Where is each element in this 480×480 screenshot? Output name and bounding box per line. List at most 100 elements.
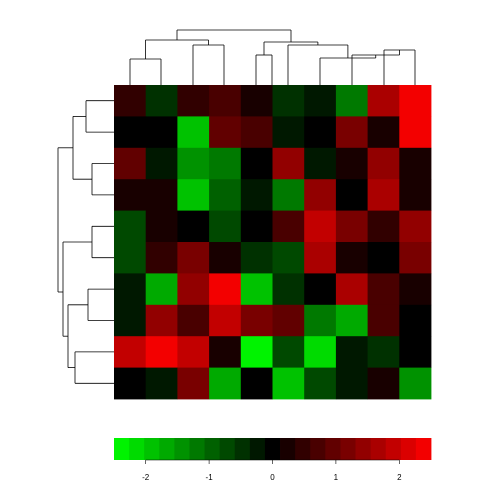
color-key-tick-label: -2 <box>142 473 150 480</box>
heatmap-cell <box>399 242 432 274</box>
color-key-tick-label: -1 <box>206 473 214 480</box>
heatmap-cell <box>367 367 400 400</box>
heatmap-cell <box>177 273 210 306</box>
color-key-swatch <box>355 438 372 460</box>
heatmap-cell <box>145 179 178 211</box>
color-key-swatch <box>234 438 251 460</box>
heatmap-cell <box>335 116 368 149</box>
heatmap-cell <box>114 273 147 306</box>
heatmap-cell <box>399 367 432 400</box>
heatmap-cell <box>335 210 368 243</box>
color-key-swatch <box>114 438 130 460</box>
heatmap-cell <box>209 242 242 274</box>
heatmap-cell <box>272 242 305 274</box>
heatmap-cell <box>209 179 242 211</box>
heatmap-cell <box>399 85 432 117</box>
color-key-swatch <box>219 438 236 460</box>
heatmap-cell <box>114 304 147 337</box>
heatmap-cell <box>114 116 147 149</box>
heatmap-cell <box>240 304 273 337</box>
heatmap-cell <box>114 367 147 400</box>
heatmap-cell <box>240 336 273 368</box>
heatmap-grid <box>114 85 432 400</box>
heatmap-cell <box>145 273 178 306</box>
heatmap-cell <box>114 147 147 180</box>
heatmap-cell <box>335 336 368 368</box>
heatmap-cell <box>399 147 432 180</box>
heatmap-cell <box>335 179 368 211</box>
heatmap-cell <box>367 210 400 243</box>
heatmap-cell <box>114 336 147 368</box>
heatmap-cell <box>209 304 242 337</box>
heatmap-cell <box>399 210 432 243</box>
heatmap-cell <box>304 179 337 211</box>
heatmap-cell <box>367 273 400 306</box>
color-key-swatch <box>249 438 266 460</box>
color-key-tick-label: 0 <box>270 473 275 480</box>
heatmap-cell <box>145 147 178 180</box>
heatmap-cell <box>209 147 242 180</box>
heatmap-cell <box>177 116 210 149</box>
heatmap-cell <box>367 116 400 149</box>
heatmap-cell <box>304 367 337 400</box>
heatmap-cell <box>145 336 178 368</box>
heatmap-cell <box>209 336 242 368</box>
heatmap-cell <box>177 242 210 274</box>
heatmap-cell <box>304 147 337 180</box>
heatmap-cell <box>399 304 432 337</box>
color-key-swatch <box>189 438 205 460</box>
row-dendrogram <box>57 100 114 384</box>
heatmap-cell <box>114 210 147 243</box>
heatmap-cell <box>399 336 432 368</box>
heatmap-cell <box>367 179 400 211</box>
heatmap-cell <box>209 116 242 149</box>
color-key-swatch <box>370 438 387 460</box>
heatmap-cell <box>272 116 305 149</box>
heatmap-cell <box>114 85 147 117</box>
heatmap-cell <box>145 242 178 274</box>
color-key-swatch <box>204 438 221 460</box>
heatmap-cell <box>272 273 305 306</box>
heatmap-cell <box>304 273 337 306</box>
heatmap-cell <box>145 116 178 149</box>
heatmap-cell <box>114 242 147 274</box>
heatmap-cell <box>335 242 368 274</box>
heatmap-cell <box>335 304 368 337</box>
heatmap-cell <box>177 179 210 211</box>
heatmap-cell <box>272 147 305 180</box>
heatmap-cell <box>177 210 210 243</box>
color-key-axis: -2 -1 0 1 2 <box>142 459 402 480</box>
heatmap-cell <box>177 367 210 400</box>
heatmap-cell <box>335 85 368 117</box>
heatmap-cell <box>304 116 337 149</box>
heatmap-cell <box>145 304 178 337</box>
heatmap-cell <box>399 179 432 211</box>
heatmap-cell <box>240 367 273 400</box>
color-key-tick-label: 2 <box>397 473 402 480</box>
color-key-swatch <box>144 438 160 460</box>
heatmap-cell <box>335 273 368 306</box>
heatmap-cell <box>272 367 305 400</box>
heatmap-cell <box>240 242 273 274</box>
color-key-swatch <box>129 438 145 460</box>
heatmap-cell <box>145 367 178 400</box>
heatmap-cell <box>240 116 273 149</box>
color-key <box>114 438 432 460</box>
color-key-swatch <box>325 438 341 460</box>
color-key-swatch <box>340 438 356 460</box>
heatmap-cell <box>272 210 305 243</box>
heatmap-cell <box>240 147 273 180</box>
color-key-swatch <box>400 438 417 460</box>
heatmap-cell <box>304 85 337 117</box>
heatmap-cell <box>145 210 178 243</box>
heatmap-cell <box>367 147 400 180</box>
heatmap-cell <box>272 179 305 211</box>
color-key-swatch <box>159 438 175 460</box>
color-key-tick-label: 1 <box>334 473 339 480</box>
heatmap-cell <box>177 85 210 117</box>
heatmap-cell <box>304 304 337 337</box>
color-key-swatch <box>385 438 402 460</box>
color-key-swatch <box>280 438 296 460</box>
heatmap-cell <box>367 304 400 337</box>
